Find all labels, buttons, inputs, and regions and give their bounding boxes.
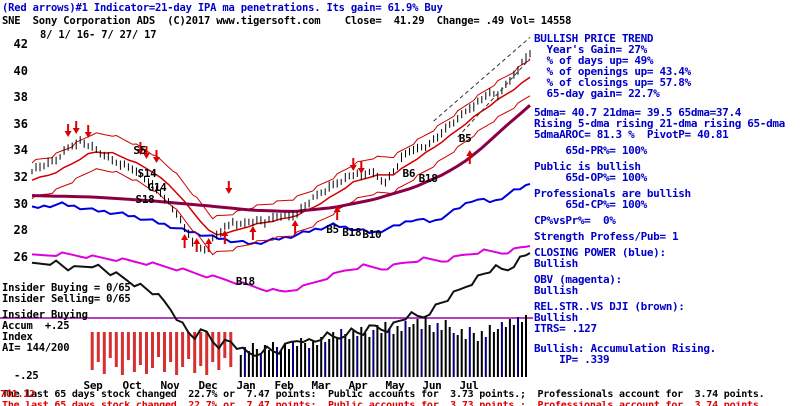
panel-line: CLOSING POWER (blue): [534,246,666,259]
indicator-header-line: (Red arrows)#1 Indicator=21-day IPA ma p… [2,2,443,14]
panel-line: OBV (magenta): [534,273,622,286]
panel-line: % of closings up= 57.8% [534,76,692,89]
panel-line: ITRS= .127 [534,322,597,335]
insider-selling-count: Insider Selling= 0/65 [2,293,131,305]
panel-line: Bullish [534,284,578,297]
panel-line: BULLISH PRICE TREND [534,32,654,45]
panel-line: % of days up= 49% [534,54,654,67]
analysis-panel: BULLISH PRICE TREND Year's Gain= 27% % o… [534,33,785,365]
panel-line: Strength Profess/Pub= 1 [534,230,679,243]
panel-line: Year's Gain= 27% [534,43,648,56]
panel-line: 5dma= 40.7 21dma= 39.5 65dma=37.4 [534,106,741,119]
footer-red-overlay-text: 701.12 [0,389,35,400]
ticker-header-line: SNE Sony Corporation ADS (C)2017 www.tig… [2,15,572,27]
panel-line: Bullish: Accumulation Rising. [534,342,716,355]
accum-block-line: Accum +.25 [2,320,70,332]
panel-line: 65d-CP%= 100% [534,198,647,211]
panel-line: 5dmaAROC= 81.3 % PivotP= 40.81 [534,128,729,141]
panel-line: Bullish [534,311,578,324]
panel-line: 65d-OP%= 100% [534,171,647,184]
panel-line: IP= .339 [534,353,610,366]
insider-buying-count: Insider Buying = 0/65 [2,282,131,294]
panel-line: 65d-PR%= 100% [534,144,647,157]
panel-line: Professionals are bullish [534,187,691,200]
panel-line: Public is bullish [534,160,641,173]
accum-block-line: Index [2,331,33,343]
panel-line: % of openings up= 43.4% [534,65,692,78]
footer-summary-line: The last 65 days stock changed 22.7% or … [2,389,765,400]
footer-clipped-line: The last 65 days stock changed 22.7% or … [2,401,798,406]
accum-block-line: Insider Buying [2,309,88,321]
panel-line: REL.STR..VS DJI (brown): [534,300,685,313]
minus-25-scale-label: -.25 [14,370,39,382]
panel-line: Bullish [534,257,578,270]
accum-index-label-block: Insider Buying Accum +.25 Index AI= 144/200 [2,310,88,354]
accum-block-line: AI= 144/200 [2,342,70,354]
date-range-label: 8/ 1/ 16- 7/ 27/ 17 [40,29,157,41]
panel-line: Rising 5-dma rising 21-dma rising 65-dma [534,117,785,130]
panel-line: 65-day gain= 22.7% [534,87,660,100]
panel-line: CP%vsPr%= 0% [534,214,616,227]
